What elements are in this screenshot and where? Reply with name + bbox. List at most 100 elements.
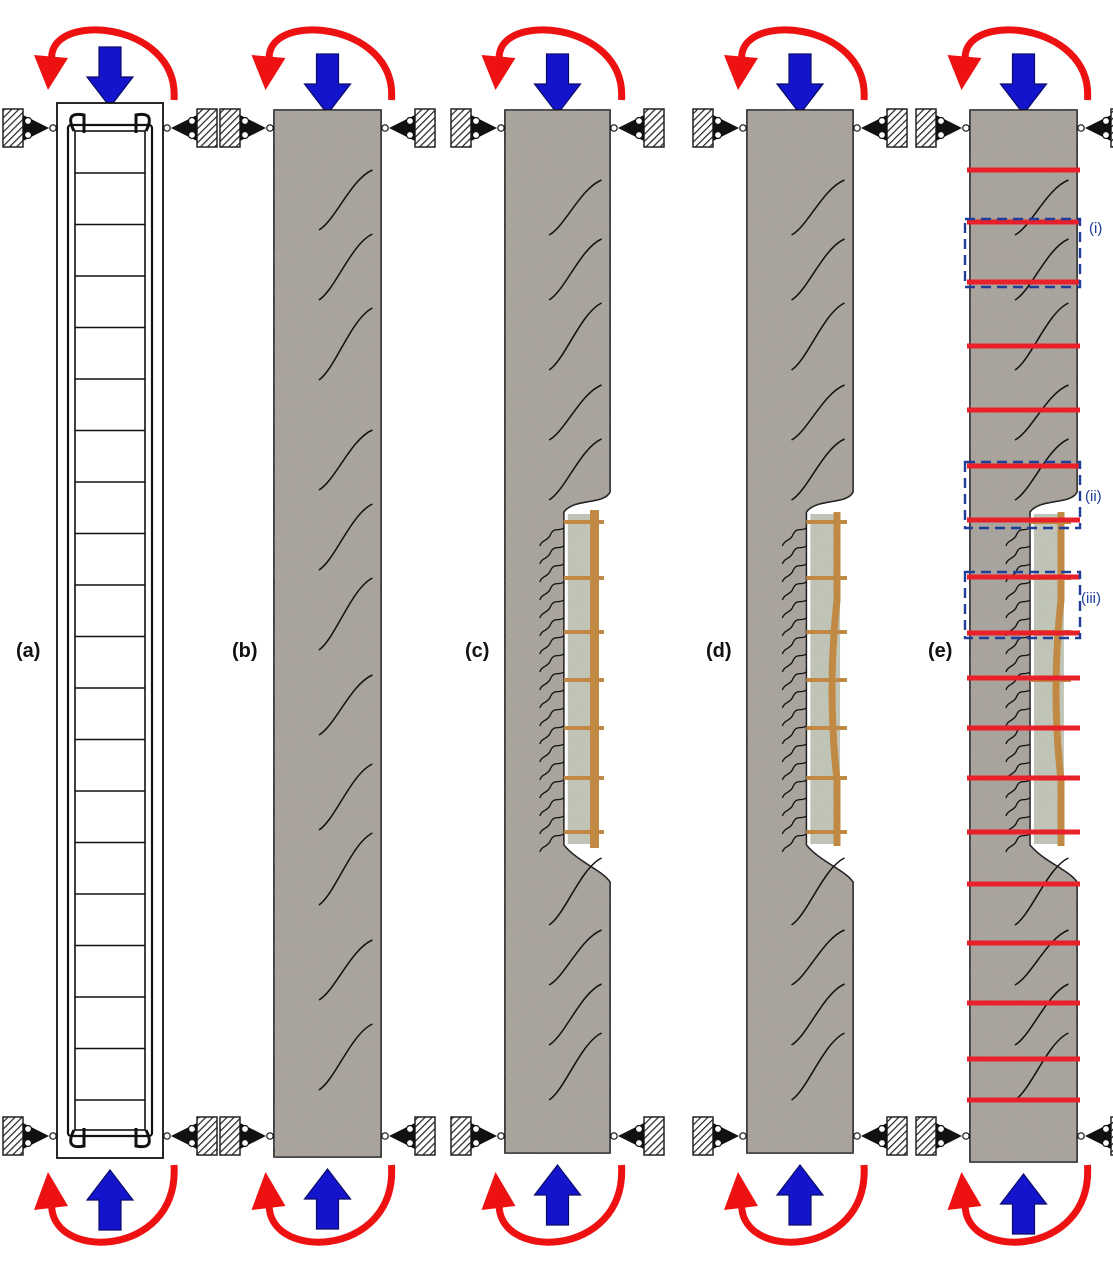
support-pin bbox=[49, 1132, 57, 1140]
crack-line bbox=[791, 929, 845, 986]
crack-line bbox=[318, 503, 373, 571]
support-roller bbox=[187, 1124, 197, 1134]
support-roller bbox=[936, 116, 946, 126]
spall-crack bbox=[1005, 545, 1031, 565]
spall-crack bbox=[781, 599, 807, 619]
support-roller bbox=[877, 116, 887, 126]
support-pin bbox=[49, 124, 57, 132]
crack-line bbox=[318, 674, 373, 736]
region-label: (iii) bbox=[1081, 590, 1101, 607]
spall-crack bbox=[781, 671, 807, 691]
crack-line bbox=[548, 857, 602, 926]
support-hatch bbox=[196, 108, 218, 148]
panel-c: (c) bbox=[450, 26, 665, 1246]
crack-line bbox=[548, 1032, 602, 1101]
exposed-tie bbox=[563, 776, 604, 780]
crack-line bbox=[548, 384, 602, 441]
spall-crack bbox=[539, 707, 565, 727]
axial-load-arrow bbox=[775, 1164, 825, 1226]
rebar-hook bbox=[69, 112, 86, 133]
exposed-tie bbox=[806, 776, 847, 780]
spall-crack bbox=[781, 815, 807, 835]
spall-crack bbox=[781, 581, 807, 601]
spall-crack bbox=[781, 725, 807, 745]
support-roller bbox=[713, 1124, 723, 1134]
concrete-texture bbox=[505, 110, 610, 1153]
crack-line bbox=[1014, 929, 1069, 986]
moment-arrow bbox=[251, 1164, 396, 1246]
spall-crack bbox=[539, 815, 565, 835]
crack-line bbox=[1014, 857, 1069, 926]
crack-line bbox=[548, 929, 602, 986]
longitudinal-rebar bbox=[66, 123, 154, 1138]
panel-label: (d) bbox=[706, 640, 732, 662]
repair-strap bbox=[967, 517, 1080, 523]
support-hatch bbox=[692, 1116, 714, 1156]
crack-line bbox=[548, 238, 602, 301]
exposed-tie bbox=[563, 630, 604, 634]
crack-line bbox=[1014, 438, 1069, 501]
moment-arrow-arc bbox=[495, 26, 626, 101]
moment-arrow-head bbox=[724, 1172, 758, 1210]
spall-crack bbox=[539, 563, 565, 583]
moment-arrow-head bbox=[34, 1172, 68, 1210]
repair-strap bbox=[967, 829, 1080, 835]
support-hatch bbox=[2, 108, 24, 148]
support-pin bbox=[497, 1132, 505, 1140]
moment-arrow-arc bbox=[961, 1164, 1092, 1246]
support-hatch bbox=[915, 1116, 937, 1156]
crack-line bbox=[318, 233, 373, 301]
support-pin bbox=[962, 124, 970, 132]
moment-arrow-head bbox=[724, 55, 758, 90]
moment-arrow bbox=[34, 1164, 178, 1246]
support-roller bbox=[936, 130, 946, 140]
repair-strap bbox=[967, 725, 1080, 731]
repair-strap bbox=[967, 1097, 1080, 1103]
moment-arrow-head bbox=[947, 55, 982, 90]
support-roller bbox=[23, 116, 33, 126]
crack-line bbox=[318, 429, 373, 491]
moment-arrow bbox=[481, 1164, 626, 1246]
exposed-rebar bbox=[828, 512, 841, 846]
moment-arrow bbox=[34, 26, 178, 101]
concrete-texture bbox=[970, 110, 1077, 1162]
support-hatch bbox=[915, 108, 937, 148]
repair-strap bbox=[967, 574, 1080, 580]
spall-crack bbox=[539, 743, 565, 763]
support-pin bbox=[739, 1132, 747, 1140]
moment-arrow bbox=[724, 26, 868, 101]
support-roller bbox=[240, 1138, 250, 1148]
spall-crack bbox=[781, 545, 807, 565]
support-hatch bbox=[692, 108, 714, 148]
crack-line bbox=[318, 169, 373, 231]
support-roller bbox=[471, 1138, 481, 1148]
crack-line bbox=[548, 438, 602, 501]
spall-crack bbox=[539, 761, 565, 781]
support-roller bbox=[471, 116, 481, 126]
spall-crack bbox=[539, 689, 565, 709]
crack-line bbox=[548, 179, 602, 236]
panel-d: (d) bbox=[692, 26, 908, 1246]
support-hatch bbox=[196, 1116, 218, 1156]
support-pin bbox=[163, 124, 171, 132]
support-hatch bbox=[2, 1116, 24, 1156]
moment-arrow bbox=[947, 26, 1092, 101]
spall-crack bbox=[781, 635, 807, 655]
support-pin bbox=[381, 124, 389, 132]
support-roller bbox=[634, 1138, 644, 1148]
crack-line bbox=[318, 763, 373, 831]
moment-arrow-arc bbox=[961, 26, 1092, 101]
support-hatch bbox=[414, 108, 436, 148]
concrete-texture bbox=[747, 110, 853, 1153]
moment-arrow-head bbox=[947, 1172, 982, 1210]
panel-a: (a) bbox=[2, 26, 218, 1246]
spall-crack bbox=[539, 671, 565, 691]
exposed-tie bbox=[806, 830, 847, 834]
support-pin bbox=[739, 124, 747, 132]
crack-line bbox=[1014, 983, 1069, 1046]
support-roller bbox=[23, 130, 33, 140]
spall-crack bbox=[1005, 635, 1031, 655]
support-roller bbox=[405, 1138, 415, 1148]
spall-crack bbox=[1005, 833, 1031, 853]
spall-crack bbox=[539, 725, 565, 745]
